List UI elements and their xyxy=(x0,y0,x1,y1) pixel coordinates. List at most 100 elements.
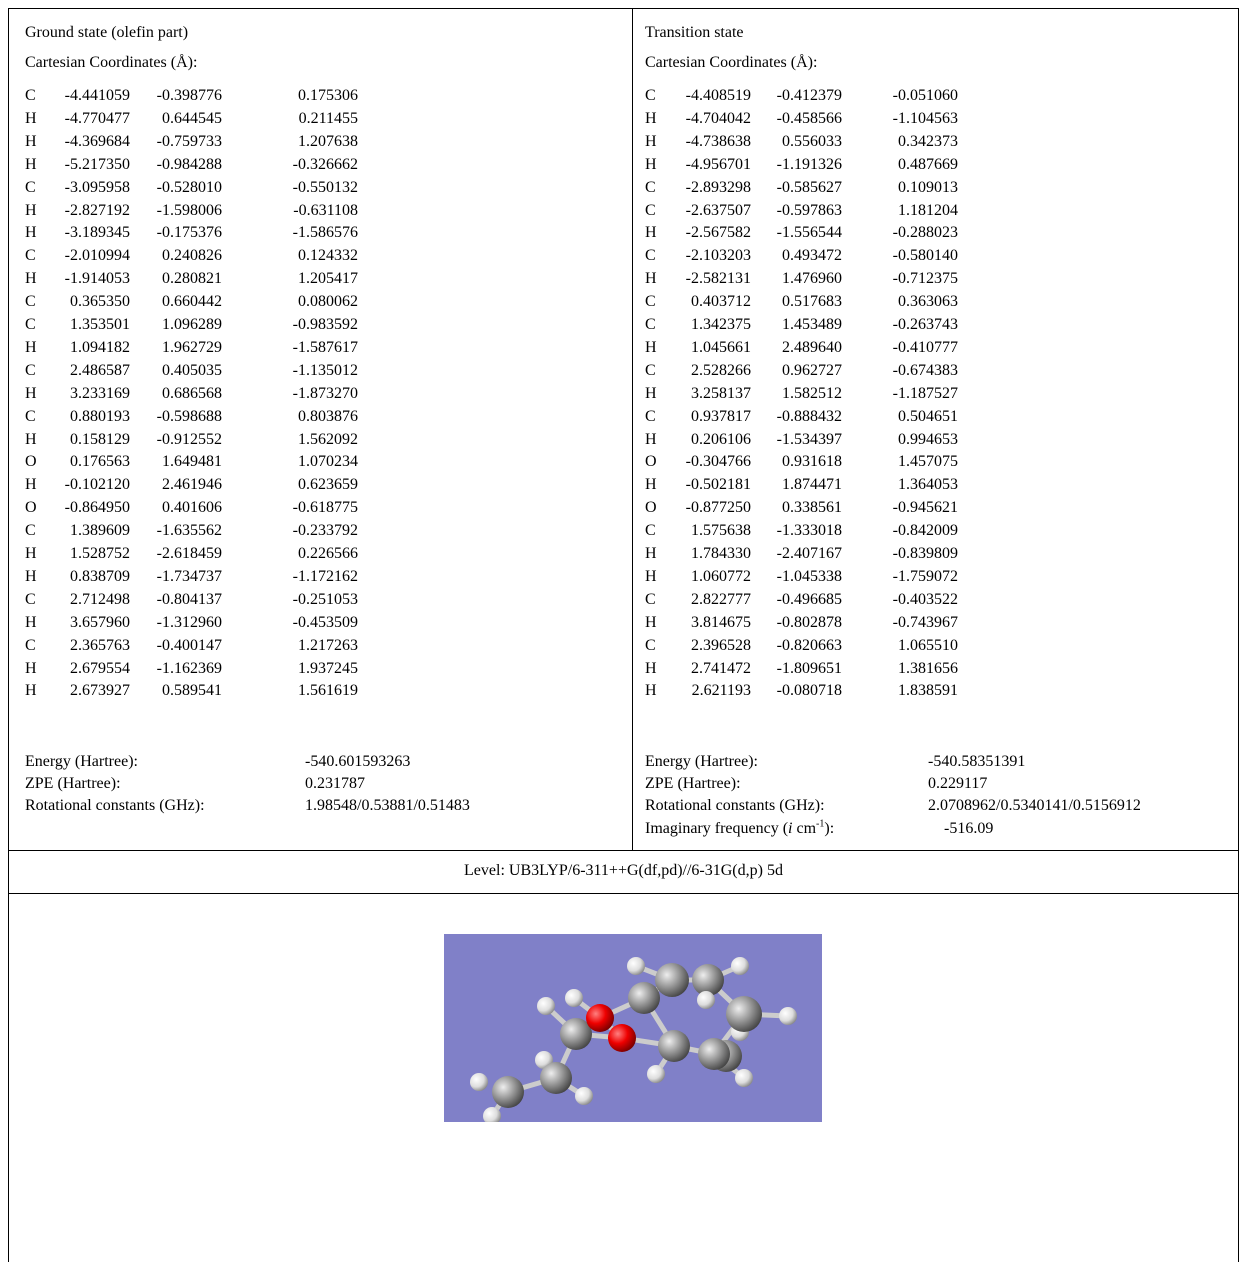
coordinate: -0.759733 xyxy=(122,133,222,151)
coordinate: -0.453509 xyxy=(258,614,358,632)
property-label: Energy (Hartree): xyxy=(645,753,758,771)
coordinate: -0.233792 xyxy=(258,522,358,540)
coordinate: -1.598006 xyxy=(122,202,222,220)
coordinate: -1.104563 xyxy=(858,110,958,128)
coordinate: 0.589541 xyxy=(122,682,222,700)
property-value: -540.58351391 xyxy=(928,753,1025,771)
coordinate: -0.502181 xyxy=(651,476,751,494)
coordinate: 2.396528 xyxy=(651,637,751,655)
coordinate: 0.803876 xyxy=(258,408,358,426)
coordinate: 3.814675 xyxy=(651,614,751,632)
coordinate: 2.486587 xyxy=(30,362,130,380)
coordinate: 0.556033 xyxy=(742,133,842,151)
coordinate: -0.102120 xyxy=(30,476,130,494)
coordinate: -0.743967 xyxy=(858,614,958,632)
coordinate: 3.258137 xyxy=(651,385,751,403)
coordinate: 2.712498 xyxy=(30,591,130,609)
coordinate: 0.493472 xyxy=(742,247,842,265)
coordinate: 1.045661 xyxy=(651,339,751,357)
coordinate: -1.187527 xyxy=(858,385,958,403)
coordinate: 0.994653 xyxy=(858,431,958,449)
coordinate: -1.586576 xyxy=(258,224,358,242)
coordinate: 1.207638 xyxy=(258,133,358,151)
coordinate: -0.598688 xyxy=(122,408,222,426)
coordinate: 1.342375 xyxy=(651,316,751,334)
property-label: Imaginary frequency (i cm-1): xyxy=(645,820,834,838)
molecule-image xyxy=(444,934,822,1122)
coordinate: -0.984288 xyxy=(122,156,222,174)
coordinate: 1.528752 xyxy=(30,545,130,563)
coordinate: -2.618459 xyxy=(122,545,222,563)
coordinate: -0.458566 xyxy=(742,110,842,128)
coordinate: -4.369684 xyxy=(30,133,130,151)
coordinate: -0.712375 xyxy=(858,270,958,288)
coordinate: -4.441059 xyxy=(30,87,130,105)
coordinate: -1.045338 xyxy=(742,568,842,586)
coordinate: -1.333018 xyxy=(742,522,842,540)
section-title: Transition state xyxy=(645,24,744,42)
coordinate: 0.487669 xyxy=(858,156,958,174)
coordinate: -0.618775 xyxy=(258,499,358,517)
divider xyxy=(8,850,1239,851)
coordinate: 3.657960 xyxy=(30,614,130,632)
border xyxy=(8,8,9,1262)
coordinate: 0.403712 xyxy=(651,293,751,311)
coordinate: -0.864950 xyxy=(30,499,130,517)
coordinate: -0.912552 xyxy=(122,431,222,449)
coordinate: -0.802878 xyxy=(742,614,842,632)
coordinate: 1.217263 xyxy=(258,637,358,655)
coordinate: -4.408519 xyxy=(651,87,751,105)
coordinate: 1.065510 xyxy=(858,637,958,655)
coordinate: -0.585627 xyxy=(742,179,842,197)
coordinate: 1.476960 xyxy=(742,270,842,288)
coordinate: -0.400147 xyxy=(122,637,222,655)
coordinate: 1.364053 xyxy=(858,476,958,494)
divider xyxy=(632,8,633,850)
property-value: 2.0708962/0.5340141/0.5156912 xyxy=(928,797,1141,815)
coordinate: 2.461946 xyxy=(122,476,222,494)
coordinate: 0.124332 xyxy=(258,247,358,265)
level: Level: UB3LYP/6-311++G(df,pd)//6-31G(d,p… xyxy=(8,862,1239,880)
coordinate: 0.880193 xyxy=(30,408,130,426)
coord-heading: Cartesian Coordinates (Å): xyxy=(645,54,817,72)
coordinate: 2.528266 xyxy=(651,362,751,380)
coordinate: -0.550132 xyxy=(258,179,358,197)
coordinate: 0.240826 xyxy=(122,247,222,265)
coordinate: 1.205417 xyxy=(258,270,358,288)
coordinate: 1.962729 xyxy=(122,339,222,357)
coordinate: -1.556544 xyxy=(742,224,842,242)
coordinate: -0.288023 xyxy=(858,224,958,242)
coordinate: -3.095958 xyxy=(30,179,130,197)
coordinate: 1.060772 xyxy=(651,568,751,586)
coordinate: -0.080718 xyxy=(742,682,842,700)
property-label: Rotational constants (GHz): xyxy=(645,797,825,815)
property-label: Rotational constants (GHz): xyxy=(25,797,205,815)
coordinate: -2.103203 xyxy=(651,247,751,265)
coordinate: -0.410777 xyxy=(858,339,958,357)
coordinate: 0.644545 xyxy=(122,110,222,128)
coordinate: -1.759072 xyxy=(858,568,958,586)
coordinate: 1.094182 xyxy=(30,339,130,357)
coordinate: -1.587617 xyxy=(258,339,358,357)
property-value: 1.98548/0.53881/0.51483 xyxy=(305,797,470,815)
coordinate: -0.580140 xyxy=(858,247,958,265)
coordinate: -4.738638 xyxy=(651,133,751,151)
coordinate: 1.784330 xyxy=(651,545,751,563)
coordinate: -1.312960 xyxy=(122,614,222,632)
coordinate: 1.838591 xyxy=(858,682,958,700)
property-label: ZPE (Hartree): xyxy=(25,775,121,793)
coordinate: -0.412379 xyxy=(742,87,842,105)
property-label: Energy (Hartree): xyxy=(25,753,138,771)
coordinate: -0.528010 xyxy=(122,179,222,197)
coordinate: 1.381656 xyxy=(858,660,958,678)
coordinate: 0.338561 xyxy=(742,499,842,517)
coordinate: 0.401606 xyxy=(122,499,222,517)
coordinate: -1.635562 xyxy=(122,522,222,540)
section-title: Ground state (olefin part) xyxy=(25,24,188,42)
coordinate: -0.251053 xyxy=(258,591,358,609)
coordinate: -0.496685 xyxy=(742,591,842,609)
coordinate: -0.983592 xyxy=(258,316,358,334)
coordinate: 1.561619 xyxy=(258,682,358,700)
property-value: -516.09 xyxy=(944,820,993,838)
coordinate: 1.582512 xyxy=(742,385,842,403)
